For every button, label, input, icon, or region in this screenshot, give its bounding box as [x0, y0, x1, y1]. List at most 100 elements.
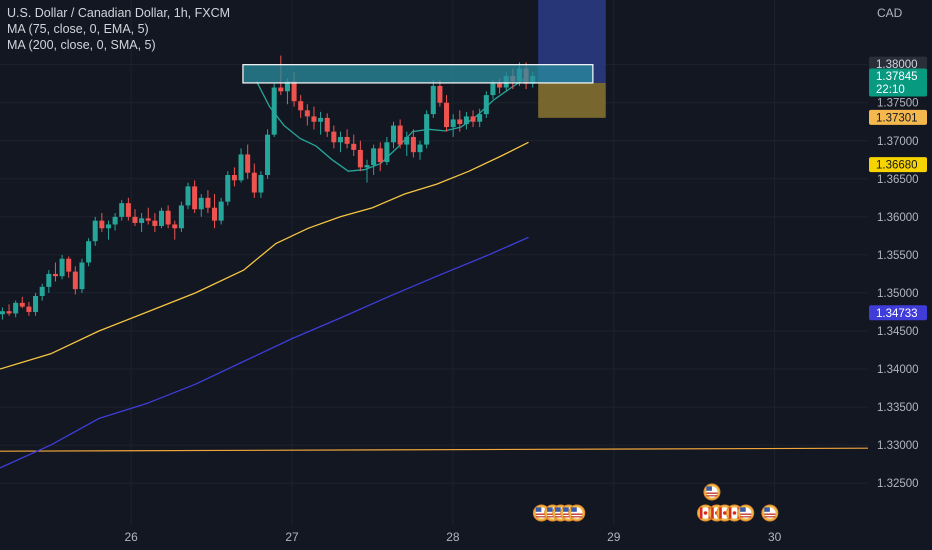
candle-body[interactable] — [86, 241, 92, 263]
resistance-zone[interactable] — [242, 64, 594, 84]
candle-body[interactable] — [172, 224, 178, 229]
candle-body[interactable] — [92, 220, 98, 242]
candle-body[interactable] — [205, 197, 211, 208]
candle-body[interactable] — [238, 154, 244, 181]
flag-canton — [571, 507, 577, 512]
candle-body[interactable] — [33, 295, 39, 312]
flag-stripe — [706, 492, 718, 494]
candle-body[interactable] — [450, 119, 456, 128]
candle-body[interactable] — [6, 311, 12, 314]
candle-body[interactable] — [132, 216, 138, 223]
candle-body[interactable] — [192, 186, 198, 210]
candle-body[interactable] — [19, 302, 25, 307]
candle-body[interactable] — [463, 116, 469, 125]
symbol-title[interactable]: U.S. Dollar / Canadian Dollar, 1h, FXCM — [7, 6, 231, 20]
candle-body[interactable] — [125, 203, 131, 217]
candle-body[interactable] — [318, 117, 324, 122]
candle-body[interactable] — [231, 175, 237, 181]
candle-body[interactable] — [324, 117, 330, 132]
candle-body[interactable] — [304, 110, 310, 117]
sma-200-line[interactable] — [0, 236, 529, 469]
flag-band — [719, 507, 722, 519]
candle-body[interactable] — [390, 125, 397, 143]
candle-body[interactable] — [145, 218, 151, 221]
candle-body[interactable] — [497, 83, 503, 88]
candle-body[interactable] — [178, 205, 184, 229]
price-axis[interactable]: CAD 1.32500 1.33000 1.33500 1.34000 1.34500 1… — [869, 6, 927, 490]
flag-canton — [740, 507, 746, 512]
sma-legend[interactable]: MA (200, close, 0, SMA, 5) — [7, 38, 156, 52]
us-event-icon[interactable] — [703, 483, 721, 501]
candle-body[interactable] — [218, 201, 224, 221]
candle-body[interactable] — [337, 136, 343, 143]
candle-body[interactable] — [165, 210, 171, 225]
candle-body[interactable] — [291, 81, 297, 102]
candle-body[interactable] — [26, 306, 32, 312]
candle-body[interactable] — [119, 203, 125, 217]
candle-body[interactable] — [52, 273, 58, 277]
candle-body[interactable] — [410, 136, 416, 153]
candle-body[interactable] — [271, 87, 277, 135]
candle-body[interactable] — [397, 125, 403, 145]
candle-body[interactable] — [298, 101, 304, 111]
candle-body[interactable] — [457, 119, 463, 125]
candle-body[interactable] — [351, 143, 357, 150]
candle-body[interactable] — [158, 210, 165, 226]
candle-body[interactable] — [331, 131, 337, 143]
candle-body[interactable] — [72, 271, 78, 290]
flag-band — [699, 507, 703, 519]
candle-body[interactable] — [105, 224, 111, 229]
candle-body[interactable] — [344, 136, 350, 144]
candle-body[interactable] — [384, 142, 390, 163]
candle-body[interactable] — [265, 134, 271, 175]
candle-body[interactable] — [483, 95, 489, 115]
candle-body[interactable] — [79, 262, 85, 290]
ema-75-line[interactable] — [0, 141, 529, 370]
extra-ma-line[interactable] — [0, 447, 869, 452]
candle-body[interactable] — [212, 207, 218, 221]
resistance-rectangle[interactable] — [242, 64, 594, 84]
candle-body[interactable] — [198, 197, 204, 210]
candle-body[interactable] — [470, 116, 476, 122]
stop-zone[interactable] — [538, 82, 606, 118]
candle-body[interactable] — [284, 81, 290, 92]
candle-body[interactable] — [278, 87, 284, 92]
candle-body[interactable] — [424, 114, 430, 145]
candle-body[interactable] — [39, 286, 45, 296]
candle-body[interactable] — [66, 258, 72, 272]
us-event-icon[interactable] — [761, 504, 779, 522]
candle-body[interactable] — [139, 218, 145, 223]
candle-body[interactable] — [99, 220, 105, 229]
candle-body[interactable] — [490, 83, 496, 96]
candle-body[interactable] — [430, 85, 436, 115]
candle-body[interactable] — [444, 102, 450, 128]
candle-body[interactable] — [371, 148, 377, 166]
candle-body[interactable] — [185, 186, 191, 206]
candle-body[interactable] — [311, 116, 317, 122]
candle-body[interactable] — [13, 302, 19, 314]
candle-body[interactable] — [245, 154, 251, 173]
candle-body[interactable] — [251, 172, 257, 193]
candle-body[interactable] — [258, 175, 264, 193]
time-tick-label: 27 — [285, 530, 299, 544]
candle-body[interactable] — [417, 144, 423, 153]
us-event-icon[interactable] — [737, 504, 755, 522]
candle-body[interactable] — [477, 114, 483, 122]
candle-body[interactable] — [112, 216, 118, 225]
candle-body[interactable] — [0, 311, 5, 315]
candle-body[interactable] — [225, 175, 231, 202]
candle-body[interactable] — [46, 273, 52, 287]
us-event-icon[interactable] — [568, 504, 586, 522]
candle-body[interactable] — [377, 148, 383, 163]
economic-events[interactable] — [532, 483, 779, 522]
candle-body[interactable] — [364, 165, 370, 168]
ema-legend[interactable]: MA (75, close, 0, EMA, 5) — [7, 22, 149, 36]
candle-body[interactable] — [404, 136, 410, 145]
time-axis[interactable]: 26 27 28 29 30 — [124, 530, 781, 544]
candle-body[interactable] — [59, 258, 65, 277]
candle-body[interactable] — [357, 149, 363, 168]
candle-body[interactable] — [437, 85, 443, 103]
candle-body[interactable] — [152, 220, 158, 226]
